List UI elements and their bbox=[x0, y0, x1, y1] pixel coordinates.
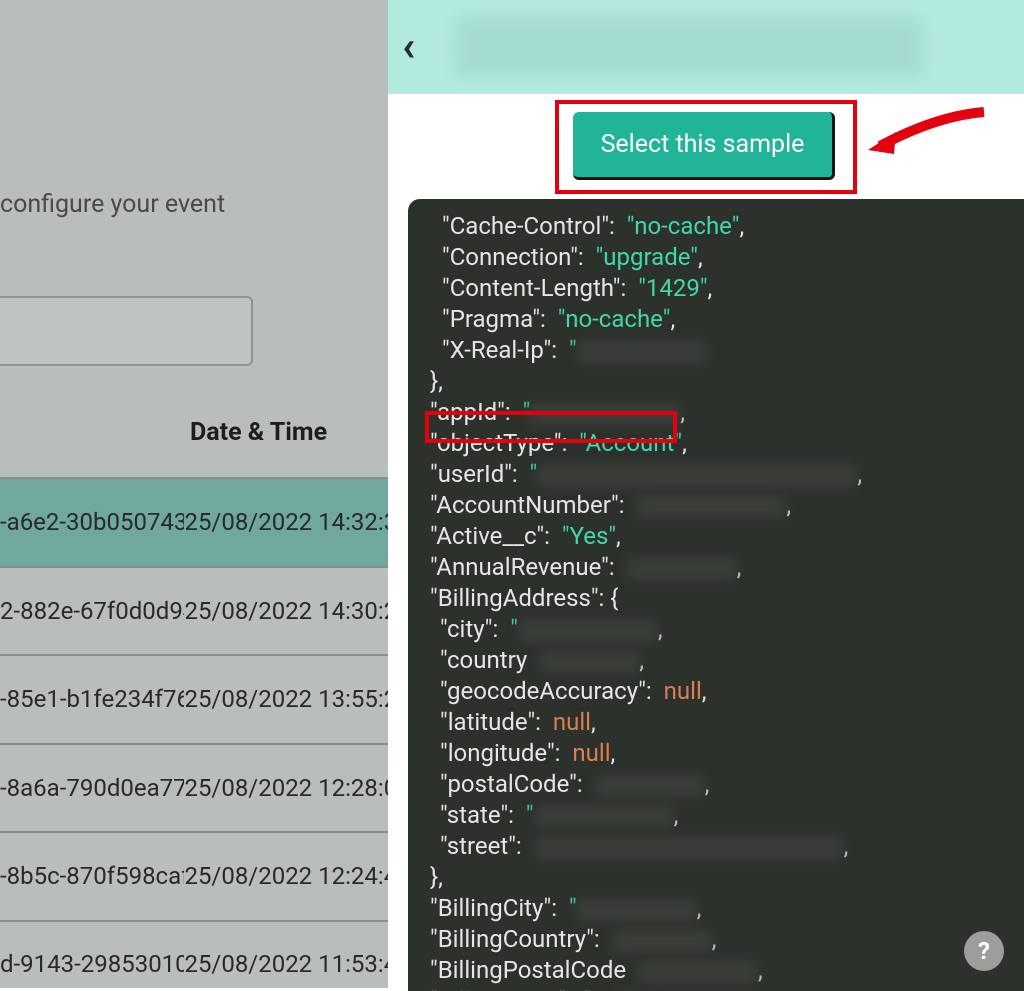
code-line: "longitude": null, bbox=[408, 738, 1024, 769]
annotation-arrow-icon bbox=[866, 106, 986, 162]
panel-title-redacted bbox=[454, 17, 924, 77]
code-line: "AnnualRevenue": ., bbox=[408, 552, 1024, 583]
row-datetime: 25/08/2022 13:55:20 bbox=[184, 685, 388, 713]
code-line: "Connection": "upgrade", bbox=[408, 242, 1024, 273]
table-row[interactable]: 2-882e-67f0d0d94...25/08/2022 14:30:27 bbox=[0, 566, 388, 655]
code-line: "BillingPostalCode ., bbox=[408, 955, 1024, 986]
code-line: "latitude": null, bbox=[408, 707, 1024, 738]
code-line: "BillingCountry": ., bbox=[408, 924, 1024, 955]
code-line: "city": "., bbox=[408, 614, 1024, 645]
code-line: "X-Real-Ip": ". bbox=[408, 335, 1024, 366]
back-icon[interactable]: ‹ bbox=[402, 26, 444, 68]
row-id: -8a6a-790d0ea772... bbox=[0, 774, 184, 802]
code-line: "BillingCity": "., bbox=[408, 893, 1024, 924]
row-datetime: 25/08/2022 11:53:44 bbox=[184, 950, 388, 978]
code-line: "AccountNumber": ., bbox=[408, 490, 1024, 521]
background-panel: configure your event Date & Time -a6e2-3… bbox=[0, 0, 388, 991]
table-row[interactable]: -8a6a-790d0ea772...25/08/2022 12:28:05 bbox=[0, 743, 388, 832]
code-line: "Pragma": "no-cache", bbox=[408, 304, 1024, 335]
code-line: "Active__c": "Yes", bbox=[408, 521, 1024, 552]
row-datetime: 25/08/2022 12:28:05 bbox=[184, 774, 388, 802]
code-line: "BillingAddress": { bbox=[408, 583, 1024, 614]
table-row[interactable]: -85e1-b1fe234f76...25/08/2022 13:55:20 bbox=[0, 654, 388, 743]
row-datetime: 25/08/2022 12:24:44 bbox=[184, 862, 388, 890]
row-datetime: 25/08/2022 14:32:34 bbox=[184, 508, 388, 536]
annotation-highlight-box: Select this sample bbox=[555, 100, 858, 194]
json-payload-viewer: "Cache-Control": "no-cache","Connection"… bbox=[408, 199, 1024, 991]
column-header-date: Date & Time bbox=[190, 418, 327, 447]
filter-input bbox=[0, 296, 253, 366]
configure-subtitle: configure your event bbox=[0, 190, 225, 219]
code-line: "geocodeAccuracy": null, bbox=[408, 676, 1024, 707]
code-line: "Cache-Control": "no-cache", bbox=[408, 211, 1024, 242]
row-id: -a6e2-30b0507433... bbox=[0, 508, 184, 536]
code-line: "Content-Length": "1429", bbox=[408, 273, 1024, 304]
table-row[interactable]: d-9143-298530103...25/08/2022 11:53:44 bbox=[0, 920, 388, 991]
annotation-field-highlight bbox=[425, 411, 677, 443]
code-line: }, bbox=[408, 862, 1024, 893]
code-line: "street": ., bbox=[408, 831, 1024, 862]
row-id: d-9143-298530103... bbox=[0, 950, 184, 978]
code-line: "state": "., bbox=[408, 800, 1024, 831]
code-line: "postalCode": ., bbox=[408, 769, 1024, 800]
row-datetime: 25/08/2022 14:30:27 bbox=[184, 597, 388, 625]
code-line: "userId": "., bbox=[408, 459, 1024, 490]
table-row[interactable]: -a6e2-30b0507433...25/08/2022 14:32:34 bbox=[0, 477, 388, 566]
select-sample-button[interactable]: Select this sample bbox=[573, 112, 836, 180]
code-line: }, bbox=[408, 366, 1024, 397]
code-line: "BillingState": "Ta., bbox=[408, 986, 1024, 991]
help-button[interactable]: ? bbox=[964, 931, 1004, 971]
panel-header: ‹ bbox=[388, 0, 1024, 94]
code-line: "country ., bbox=[408, 645, 1024, 676]
row-id: -85e1-b1fe234f76... bbox=[0, 685, 184, 713]
row-id: 2-882e-67f0d0d94... bbox=[0, 597, 184, 625]
table-row[interactable]: -8b5c-870f598caf...25/08/2022 12:24:44 bbox=[0, 831, 388, 920]
row-id: -8b5c-870f598caf... bbox=[0, 862, 184, 890]
